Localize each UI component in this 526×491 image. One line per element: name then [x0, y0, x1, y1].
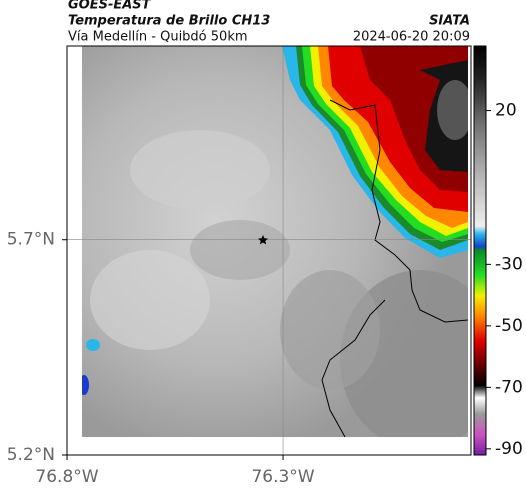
colorbar-tick-label: -70 [495, 377, 523, 397]
colorbar-tick-label: -90 [495, 439, 523, 459]
y-tick-label: 5.2°N [7, 445, 55, 465]
product: Temperatura de Brillo CH13 [68, 14, 270, 29]
y-tick-label: 5.7°N [7, 230, 55, 250]
colorbar-tick-label: 20 [495, 101, 517, 121]
satellite: GOES-EAST [68, 0, 152, 13]
location-marker [257, 235, 268, 245]
colorbar-tick-label: -50 [495, 316, 523, 336]
colorbar-tick-label: -30 [495, 254, 523, 274]
x-tick-label: 76.3°W [251, 467, 314, 487]
datetime: 2024-06-20 20:09 [353, 30, 470, 45]
map-frame [66, 45, 472, 456]
region: Vía Medellín - Quibdó 50km [68, 30, 248, 45]
satellite-image [82, 46, 468, 437]
colorbar [473, 45, 487, 456]
x-tick-label: 76.8°W [35, 467, 98, 487]
agency: SIATA [429, 14, 470, 29]
